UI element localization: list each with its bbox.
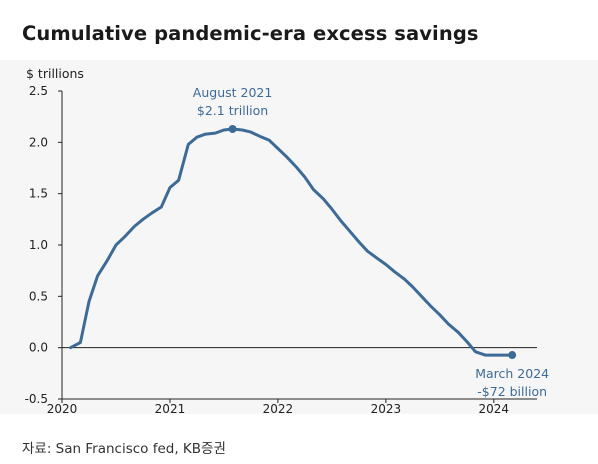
y-tick-label: 2.5	[29, 84, 48, 98]
x-tick-label: 2022	[263, 402, 294, 414]
annotation-label: March 2024	[475, 366, 549, 381]
x-tick-label: 2020	[47, 402, 78, 414]
annotation-marker	[508, 351, 517, 360]
annotation-marker	[228, 124, 237, 133]
annotation-label: $2.1 trillion	[197, 103, 268, 118]
y-tick-label: 0.5	[29, 289, 48, 303]
chart-area: $ trillions 2.5 2.0 1.5 1.0 0.5 0.0 -0.5 2020 202…	[0, 60, 598, 414]
source-note: 자료: San Francisco fed, KB증권	[22, 441, 226, 457]
x-tick-label: 2023	[371, 402, 402, 414]
series-line	[69, 127, 514, 357]
y-tick-label: 2.0	[29, 135, 48, 149]
annotation-label: August 2021	[193, 85, 273, 100]
annotation-label: -$72 billion	[477, 384, 547, 399]
x-tick-label: 2021	[155, 402, 186, 414]
x-tick-label: 2024	[479, 402, 510, 414]
y-tick-label: -0.5	[25, 392, 48, 406]
chart-title: Cumulative pandemic-era excess savings	[22, 22, 479, 45]
y-tick-label: 1.5	[29, 187, 48, 201]
y-tick-label: 0.0	[29, 341, 48, 355]
y-axis-label: $ trillions	[26, 66, 84, 81]
y-tick-label: 1.0	[29, 238, 48, 252]
